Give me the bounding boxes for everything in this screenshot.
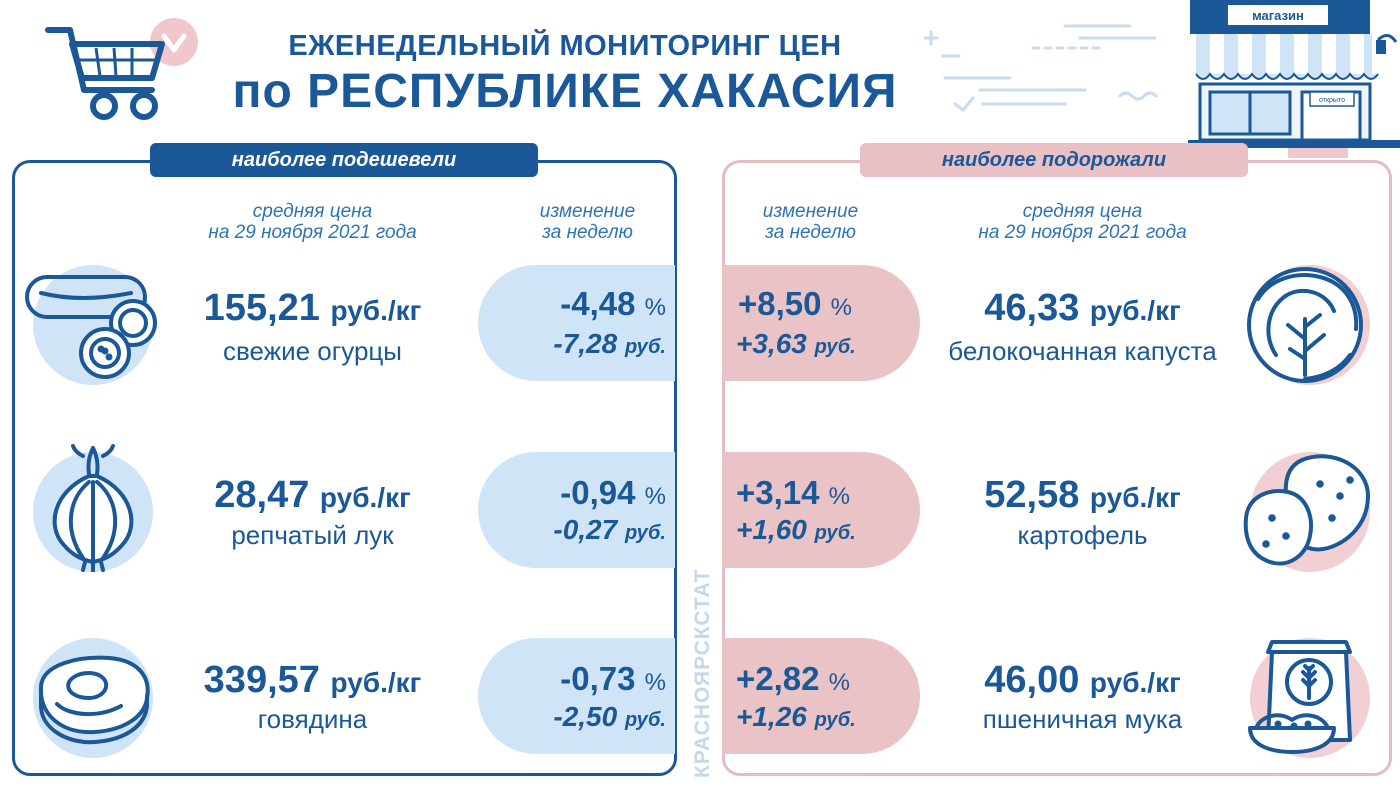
item-price: 155,21 руб./кг xyxy=(170,287,455,330)
change-rubles: +1,60 руб. xyxy=(736,514,916,546)
item-price: 46,00 руб./кг xyxy=(930,659,1235,702)
price-unit: руб./кг xyxy=(1089,667,1181,698)
col-header-avg-price-left: средняя цена на 29 ноября 2021 года xyxy=(170,201,455,243)
item-name: пшеничная мука xyxy=(982,704,1183,734)
price-unit: руб./кг xyxy=(1089,295,1181,326)
rubles-unit: руб. xyxy=(814,336,856,358)
potato-icon xyxy=(1243,452,1370,572)
rubles-value: -2,50 xyxy=(553,701,618,732)
item-price: 28,47 руб./кг xyxy=(170,474,455,517)
price-value: 46,33 xyxy=(984,287,1080,329)
watermark-text: КРАСНОЯРСКСТАТ xyxy=(691,568,714,778)
change-percent: +8,50 % xyxy=(738,285,918,323)
change-percent: +2,82 % xyxy=(736,660,916,698)
rubles-value: +1,60 xyxy=(736,514,807,545)
change-pill xyxy=(478,452,675,568)
col-header-change-right: изменение за неделю xyxy=(728,201,893,243)
item-name: репчатый лук xyxy=(231,520,394,550)
change-pill xyxy=(478,638,675,754)
item-price: 52,58 руб./кг xyxy=(930,474,1235,517)
price-unit: руб./кг xyxy=(1089,482,1181,513)
change-pill xyxy=(722,638,920,754)
beef-icon xyxy=(33,638,153,758)
shop-sign: магазин xyxy=(1252,8,1304,23)
percent-value: +2,82 xyxy=(736,660,820,697)
decorative-dashes xyxy=(915,20,1185,130)
watermark: КРАСНОЯРСКСТАТ xyxy=(687,552,715,778)
percent-value: -0,94 xyxy=(560,474,636,511)
col-header-line: за неделю xyxy=(542,222,633,243)
col-header-line: на 29 ноября 2021 года xyxy=(978,222,1187,243)
col-header-line: изменение xyxy=(762,201,859,222)
item-name: говядина xyxy=(257,704,368,734)
percent-value: +3,14 xyxy=(736,474,820,511)
change-percent: +3,14 % xyxy=(736,474,916,512)
price-value: 155,21 xyxy=(203,287,320,329)
rubles-unit: руб. xyxy=(624,336,666,358)
change-percent: -0,94 % xyxy=(478,474,666,512)
change-rubles: -2,50 руб. xyxy=(478,701,666,733)
percent-value: +8,50 xyxy=(738,285,822,322)
change-rubles: +1,26 руб. xyxy=(736,701,916,733)
item-name: свежие огурцы xyxy=(223,336,402,366)
rubles-unit: руб. xyxy=(624,522,666,544)
rubles-value: +3,63 xyxy=(736,328,807,359)
pricier-tag: наиболее подорожали xyxy=(860,143,1248,177)
page-title-line2: по РЕСПУБЛИКЕ ХАКАСИЯ xyxy=(232,65,898,118)
percent-sign: % xyxy=(644,669,666,696)
percent-sign: % xyxy=(644,294,666,321)
percent-value: -0,73 xyxy=(560,660,636,697)
col-header-line: средняя цена xyxy=(1022,201,1143,222)
col-header-line: изменение xyxy=(539,201,636,222)
col-header-line: за неделю xyxy=(765,222,856,243)
percent-sign: % xyxy=(830,294,853,321)
flour-bag-icon xyxy=(1248,638,1370,758)
onion-icon xyxy=(33,444,153,572)
price-value: 52,58 xyxy=(984,474,1080,516)
price-value: 28,47 xyxy=(214,474,310,516)
change-percent: -4,48 % xyxy=(478,285,666,323)
change-percent: -0,73 % xyxy=(478,660,666,698)
percent-sign: % xyxy=(828,483,851,510)
item-price: 46,33 руб./кг xyxy=(930,287,1235,330)
col-header-avg-price-right: средняя цена на 29 ноября 2021 года xyxy=(940,201,1225,243)
change-pill xyxy=(722,265,920,381)
change-pill xyxy=(478,265,675,381)
change-rubles: +3,63 руб. xyxy=(736,328,916,360)
change-pill xyxy=(722,452,920,568)
change-rubles: -0,27 руб. xyxy=(478,514,666,546)
price-unit: руб./кг xyxy=(330,667,422,698)
shop-door-sign: открыто xyxy=(1319,97,1345,104)
rubles-unit: руб. xyxy=(814,709,856,731)
page-title-line1: ЕЖЕНЕДЕЛЬНЫЙ МОНИТОРИНГ ЦЕН xyxy=(288,30,842,62)
shop-illustration: магазин открыто xyxy=(1188,0,1400,158)
rubles-value: -7,28 xyxy=(553,328,618,359)
price-unit: руб./кг xyxy=(330,295,422,326)
col-header-change-left: изменение за неделю xyxy=(505,201,670,243)
percent-sign: % xyxy=(828,669,851,696)
rubles-unit: руб. xyxy=(814,522,856,544)
cabbage-icon xyxy=(1247,265,1370,385)
percent-sign: % xyxy=(644,483,666,510)
cheaper-tag: наиболее подешевели xyxy=(150,143,538,177)
price-unit: руб./кг xyxy=(319,482,411,513)
item-price: 339,57 руб./кг xyxy=(170,659,455,702)
item-name: белокочанная капуста xyxy=(948,336,1217,366)
percent-value: -4,48 xyxy=(560,285,636,322)
price-value: 339,57 xyxy=(203,659,320,701)
item-name: картофель xyxy=(1017,520,1148,550)
rubles-value: +1,26 xyxy=(736,701,807,732)
price-value: 46,00 xyxy=(984,659,1080,701)
change-rubles: -7,28 руб. xyxy=(478,328,666,360)
col-header-line: средняя цена xyxy=(252,201,373,222)
rubles-value: -0,27 xyxy=(553,514,618,545)
shopping-cart-icon xyxy=(44,18,204,128)
col-header-line: на 29 ноября 2021 года xyxy=(208,222,417,243)
cucumber-icon xyxy=(25,265,157,385)
rubles-unit: руб. xyxy=(624,709,666,731)
